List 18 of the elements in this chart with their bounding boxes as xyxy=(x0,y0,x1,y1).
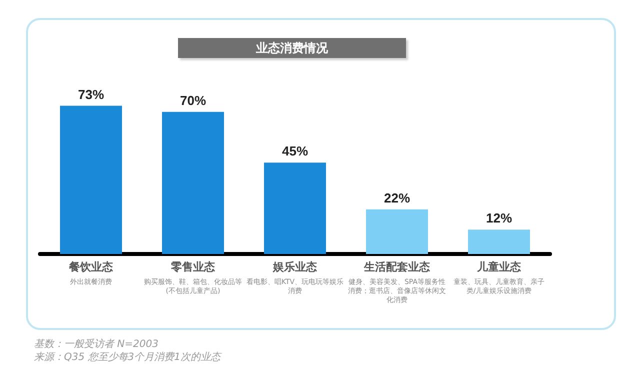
data-label: 70% xyxy=(180,92,206,108)
bar xyxy=(366,209,428,254)
bar xyxy=(264,162,326,254)
x-tick-label: 零售业态 xyxy=(170,260,216,274)
source-note: 来源：Q35 您至少每3个月消费1次的业态 xyxy=(34,351,220,364)
bar xyxy=(468,230,530,254)
x-tick-label: 餐饮业态 xyxy=(68,260,114,274)
chart-title: 业态消费情况 xyxy=(178,38,406,58)
text: 基数：一般受访者 N=2003 xyxy=(34,338,160,351)
data-label: 22% xyxy=(384,190,410,206)
x-tick-label: 儿童业态 xyxy=(476,260,522,274)
data-label: 45% xyxy=(282,144,308,159)
bar xyxy=(60,106,122,254)
bar xyxy=(162,112,224,254)
data-label: 12% xyxy=(486,210,512,226)
data-label: 73% xyxy=(78,86,104,102)
x-tick-label: 娱乐业态 xyxy=(272,260,318,274)
x-tick-label: 生活配套业态 xyxy=(363,260,431,274)
